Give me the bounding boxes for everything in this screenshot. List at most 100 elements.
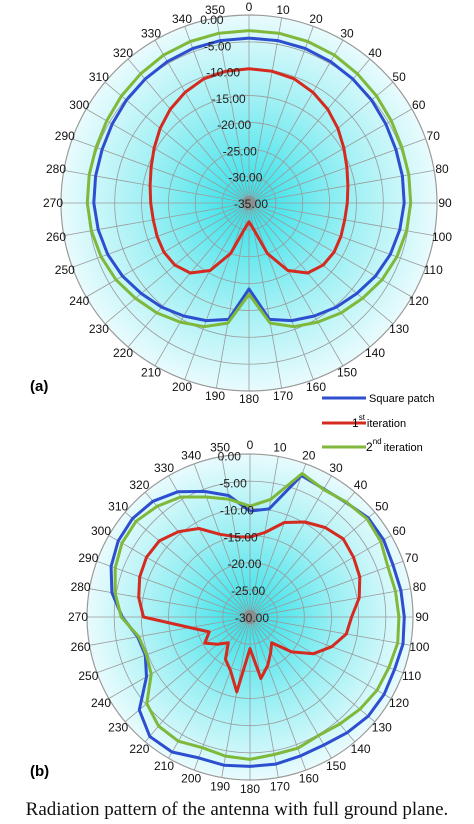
grid-spoke bbox=[104, 202, 250, 325]
grid-spoke bbox=[249, 616, 392, 699]
grid-spoke bbox=[248, 58, 371, 204]
grid-spoke bbox=[154, 202, 250, 367]
grid-spoke bbox=[127, 202, 250, 348]
angle-tick-label: 0 bbox=[247, 438, 254, 452]
radial-tick-label: -35.00 bbox=[234, 197, 268, 211]
grid-spoke bbox=[248, 202, 394, 325]
grid-spoke bbox=[221, 616, 251, 778]
angle-tick-label: 130 bbox=[372, 721, 392, 735]
angle-tick-label: 170 bbox=[273, 389, 293, 403]
angle-tick-label: 280 bbox=[71, 580, 91, 594]
series-line-square-patch bbox=[109, 474, 406, 768]
grid-spoke bbox=[249, 535, 392, 618]
angle-tick-label: 250 bbox=[78, 669, 98, 683]
radial-tick-label: -10.00 bbox=[206, 66, 240, 80]
grid-spoke bbox=[63, 202, 250, 237]
angle-tick-label: 40 bbox=[368, 46, 382, 60]
grid-spoke bbox=[193, 616, 251, 771]
angle-tick-label: 220 bbox=[129, 742, 149, 756]
radial-tick-label: -5.00 bbox=[219, 477, 247, 491]
angle-tick-label: 330 bbox=[154, 461, 174, 475]
angle-tick-label: 230 bbox=[108, 721, 128, 735]
angle-tick-label: 230 bbox=[89, 322, 109, 336]
angle-tick-label: 340 bbox=[172, 12, 192, 26]
angle-tick-label: 200 bbox=[172, 380, 192, 394]
angle-tick-label: 90 bbox=[415, 610, 429, 624]
grid-spoke bbox=[215, 202, 250, 389]
legend-label-first-iteration: 1stiteration bbox=[352, 413, 406, 430]
angle-tick-label: 320 bbox=[129, 478, 149, 492]
grid-spoke bbox=[184, 202, 250, 380]
panel-label-b: (b) bbox=[30, 763, 49, 780]
series-layer-b bbox=[109, 472, 406, 768]
grid-spoke bbox=[249, 463, 307, 618]
angle-tick-label: 120 bbox=[389, 696, 409, 710]
angle-tick-label: 60 bbox=[392, 524, 406, 538]
angle-tick-label: 210 bbox=[154, 759, 174, 773]
angle-tick-label: 330 bbox=[141, 26, 161, 40]
angle-tick-label: 320 bbox=[113, 46, 133, 60]
figure-caption: Radiation pattern of the antenna with fu… bbox=[25, 799, 449, 820]
angle-tick-label: 20 bbox=[309, 12, 323, 26]
legend-label-square-patch: Square patch bbox=[369, 393, 434, 405]
center-dot bbox=[242, 196, 256, 210]
angle-tick-label: 300 bbox=[69, 98, 89, 112]
legend-label-second-iteration: 2nditeration bbox=[366, 437, 423, 454]
grid-spoke bbox=[249, 456, 279, 618]
angle-tick-label: 290 bbox=[78, 551, 98, 565]
angle-tick-label: 110 bbox=[402, 669, 421, 683]
radial-tick-label: -30.00 bbox=[235, 611, 269, 625]
angle-tick-label: 90 bbox=[438, 196, 452, 210]
angle-tick-label: 40 bbox=[354, 478, 368, 492]
angle-tick-label: 80 bbox=[435, 162, 449, 176]
series-line-2nd-iteration bbox=[113, 472, 401, 761]
grid-spoke bbox=[124, 511, 251, 618]
radial-tick-label: -20.00 bbox=[227, 557, 261, 571]
grid-spoke bbox=[248, 26, 314, 204]
grid-spoke bbox=[144, 491, 251, 618]
radial-tick-label: -10.00 bbox=[220, 503, 254, 517]
angle-tick-label: 140 bbox=[351, 742, 371, 756]
angle-tick-label: 340 bbox=[181, 448, 201, 462]
angle-tick-label: 310 bbox=[108, 499, 128, 513]
polar-grid-a bbox=[60, 14, 438, 392]
grid-spoke bbox=[168, 616, 251, 759]
angle-tick-label: 130 bbox=[389, 322, 409, 336]
angle-tick-label: 240 bbox=[91, 696, 111, 710]
angle-tick-label: 160 bbox=[299, 772, 319, 786]
legend: Square patch 1stiteration 2nditeration bbox=[322, 393, 434, 454]
angle-tick-label: 150 bbox=[337, 366, 357, 380]
angle-tick-label: 180 bbox=[240, 782, 260, 796]
angle-tick-label: 110 bbox=[424, 263, 443, 277]
angle-tick-label: 70 bbox=[427, 129, 441, 143]
grid-spoke bbox=[248, 202, 413, 298]
radial-tick-label: -5.00 bbox=[204, 39, 232, 53]
angle-tick-label: 10 bbox=[273, 441, 287, 455]
series-line-square-patch bbox=[92, 36, 406, 323]
grid-spoke bbox=[154, 39, 250, 204]
angle-tick-label: 0 bbox=[246, 0, 253, 14]
angle-tick-label: 310 bbox=[89, 70, 109, 84]
grid-spoke bbox=[249, 475, 332, 618]
angle-tick-label: 280 bbox=[46, 162, 66, 176]
grid-spoke bbox=[108, 535, 251, 618]
grid-spoke bbox=[248, 39, 344, 204]
angle-tick-label: 350 bbox=[210, 441, 230, 455]
grid-spoke bbox=[248, 202, 344, 367]
grid-spoke bbox=[104, 81, 250, 204]
grid-spoke bbox=[96, 616, 251, 674]
grid-spoke bbox=[249, 616, 356, 743]
grid-spoke bbox=[215, 17, 250, 204]
angle-tick-label: 210 bbox=[141, 366, 161, 380]
radial-tick-label: -25.00 bbox=[231, 584, 265, 598]
angle-tick-label: 190 bbox=[205, 389, 225, 403]
grid-spoke bbox=[248, 202, 371, 348]
angle-tick-label: 250 bbox=[55, 263, 75, 277]
angle-tick-label: 100 bbox=[409, 640, 429, 654]
angle-tick-label: 170 bbox=[270, 779, 290, 793]
radial-tick-label: -30.00 bbox=[228, 171, 262, 185]
grid-spoke bbox=[249, 616, 376, 723]
grid-spoke bbox=[249, 588, 411, 618]
angle-tick-label: 100 bbox=[432, 230, 452, 244]
